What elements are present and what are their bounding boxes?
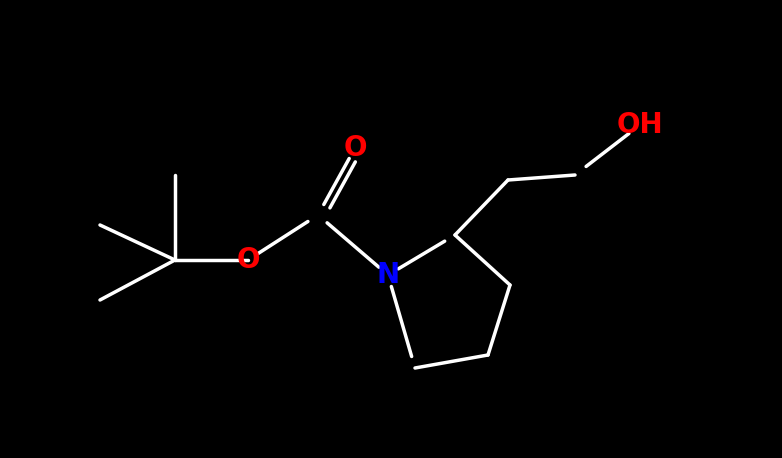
Text: OH: OH [617, 111, 663, 139]
Text: O: O [343, 134, 367, 162]
Text: O: O [236, 246, 260, 274]
Text: N: N [376, 261, 400, 289]
